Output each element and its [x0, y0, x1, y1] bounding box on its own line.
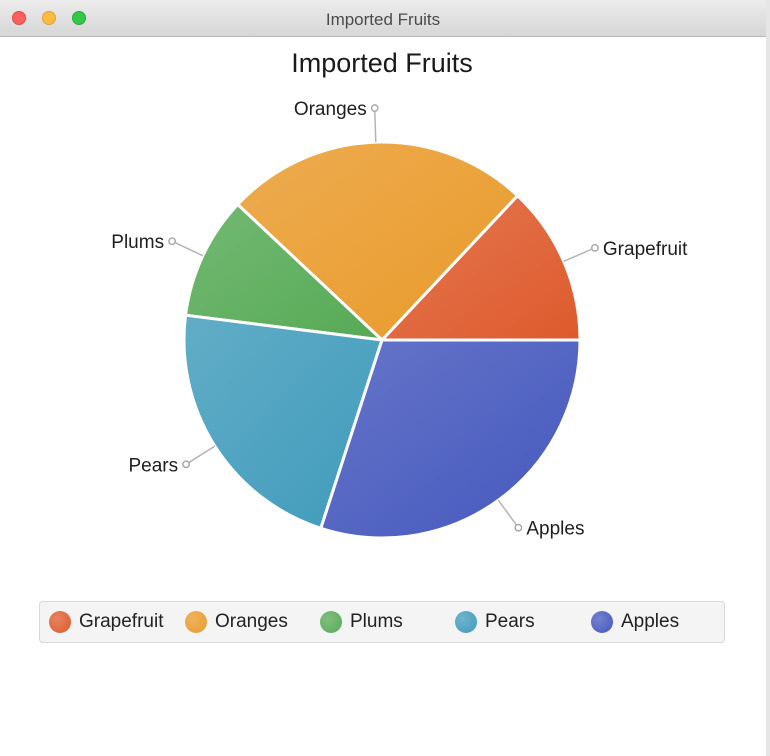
slice-label-plums: Plums [111, 232, 164, 253]
leader-line-apples [498, 500, 518, 528]
legend-item-plums[interactable]: Plums [320, 602, 403, 642]
legend-swatch-oranges [185, 611, 207, 633]
leader-dot-pears [183, 461, 189, 467]
slice-label-oranges: Oranges [294, 99, 367, 120]
chart-legend: Grapefruit Oranges Plums Pears Apples [39, 601, 725, 643]
legend-swatch-apples [591, 611, 613, 633]
slice-label-apples: Apples [526, 519, 584, 540]
pie-chart: Imported Fruits Grapefruit Oranges Plums Pe… [0, 37, 766, 597]
slice-label-grapefruit: Grapefruit [603, 239, 688, 260]
leader-dot-grapefruit [592, 245, 598, 251]
legend-swatch-grapefruit [49, 611, 71, 633]
slice-label-pears: Pears [128, 455, 178, 476]
legend-label-grapefruit: Grapefruit [79, 611, 163, 633]
legend-item-pears[interactable]: Pears [455, 602, 535, 642]
legend-label-oranges: Oranges [215, 611, 288, 633]
leader-dot-plums [169, 238, 175, 244]
window-title: Imported Fruits [0, 10, 766, 30]
legend-label-pears: Pears [485, 611, 535, 633]
legend-item-apples[interactable]: Apples [591, 602, 679, 642]
pie-slices [184, 142, 580, 538]
leader-dot-oranges [372, 105, 378, 111]
leader-line-pears [186, 446, 215, 464]
leader-line-grapefruit [564, 248, 595, 261]
title-bar[interactable]: Imported Fruits [0, 0, 766, 37]
legend-item-oranges[interactable]: Oranges [185, 602, 288, 642]
legend-swatch-pears [455, 611, 477, 633]
legend-label-plums: Plums [350, 611, 403, 633]
leader-dot-apples [515, 524, 521, 530]
chart-title: Imported Fruits [291, 48, 473, 78]
legend-label-apples: Apples [621, 611, 679, 633]
legend-swatch-plums [320, 611, 342, 633]
leader-line-plums [172, 241, 203, 255]
legend-item-grapefruit[interactable]: Grapefruit [49, 602, 163, 642]
leader-line-oranges [375, 108, 376, 142]
